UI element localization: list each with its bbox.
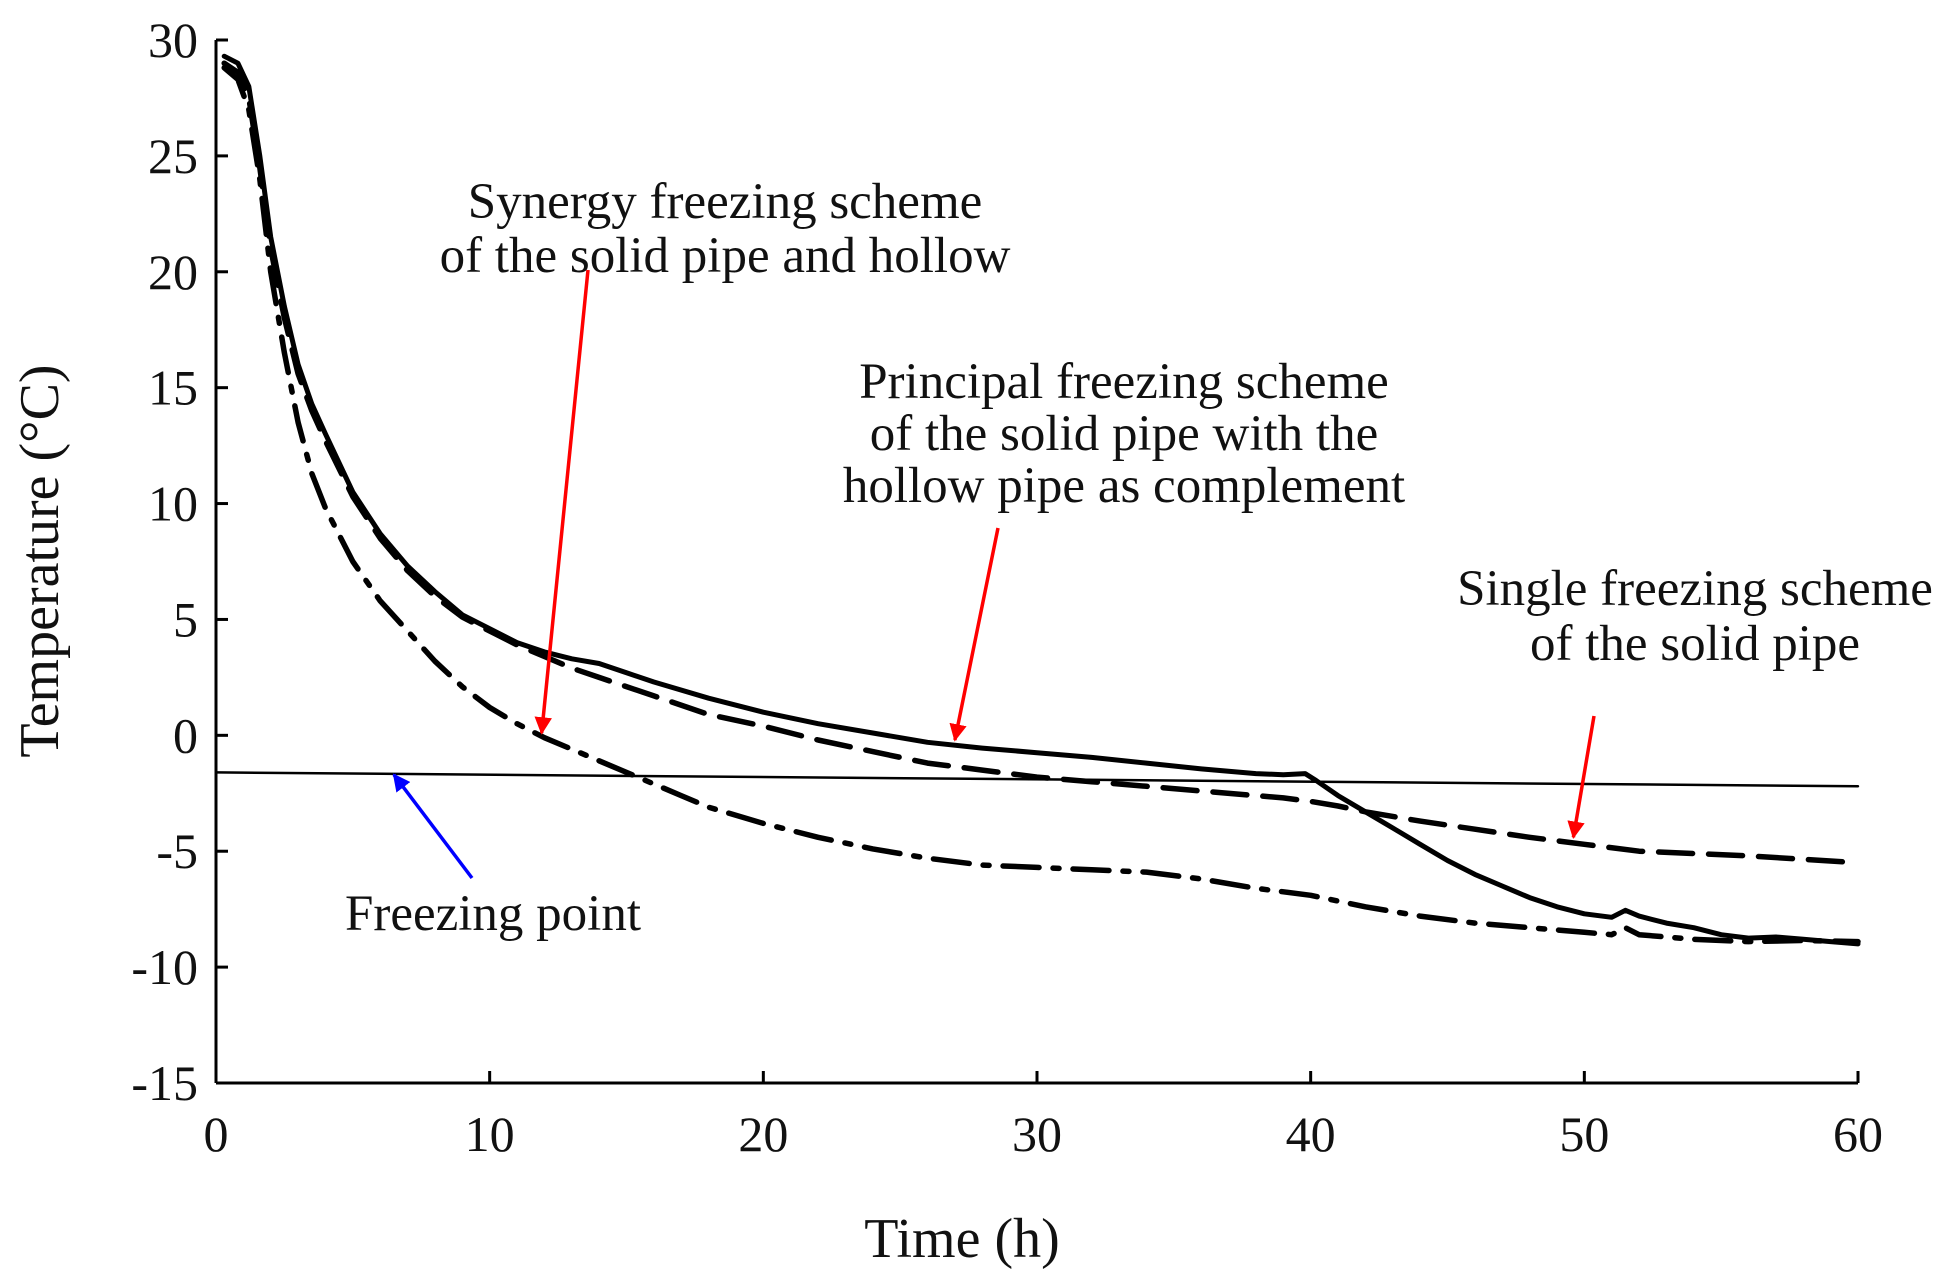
y-tick-group: 30 25 20 15 10 5 0 -5 -10 -15 xyxy=(131,12,228,1111)
annotation-text-line: Principal freezing scheme xyxy=(859,354,1389,410)
annotation-text-line: of the solid pipe with the xyxy=(870,406,1379,462)
freezing-point-annotation: Freezing point xyxy=(345,773,641,942)
red-arrow xyxy=(949,527,1000,742)
y-tick-label: -10 xyxy=(131,939,198,995)
annotation-text-line: Freezing point xyxy=(345,886,641,942)
x-tick-label: 0 xyxy=(204,1106,229,1162)
y-tick-label: 20 xyxy=(148,244,198,300)
x-tick-label: 50 xyxy=(1559,1106,1609,1162)
y-tick-label: 15 xyxy=(148,360,198,416)
x-tick-label: 20 xyxy=(738,1106,788,1162)
x-tick-label: 60 xyxy=(1833,1106,1883,1162)
annotation-text-line: hollow pipe as complement xyxy=(843,458,1405,514)
annotation-text-line: Synergy freezing scheme xyxy=(468,174,983,230)
x-tick-label: 10 xyxy=(465,1106,515,1162)
x-tick-label: 30 xyxy=(1012,1106,1062,1162)
y-tick-label: 10 xyxy=(148,476,198,532)
y-tick-label: -15 xyxy=(131,1055,198,1111)
single-scheme-line xyxy=(221,60,1861,866)
x-tick-group: 0 10 20 30 40 50 60 xyxy=(204,1071,1883,1162)
blue-arrow xyxy=(392,773,474,880)
x-axis-title: Time (h) xyxy=(864,1208,1060,1270)
y-tick-label: 5 xyxy=(173,591,198,647)
y-tick-label: -5 xyxy=(156,823,198,879)
red-arrow xyxy=(534,269,590,735)
series-group xyxy=(214,53,1861,947)
x-tick-label: 40 xyxy=(1286,1106,1336,1162)
freezing-point-line xyxy=(214,771,1860,788)
y-axis-title: Temperature (°C) xyxy=(9,364,71,757)
annotation-text-line: Single freezing scheme xyxy=(1457,561,1933,617)
y-tick-label: 25 xyxy=(148,128,198,184)
red-arrow xyxy=(1567,715,1596,840)
annotation-text-line: of the solid pipe and hollow xyxy=(440,228,1011,284)
synergy-scheme-line xyxy=(221,65,1861,945)
y-tick-label: 0 xyxy=(173,707,198,763)
annotation-text-line: of the solid pipe xyxy=(1530,616,1860,672)
y-tick-label: 30 xyxy=(148,12,198,68)
